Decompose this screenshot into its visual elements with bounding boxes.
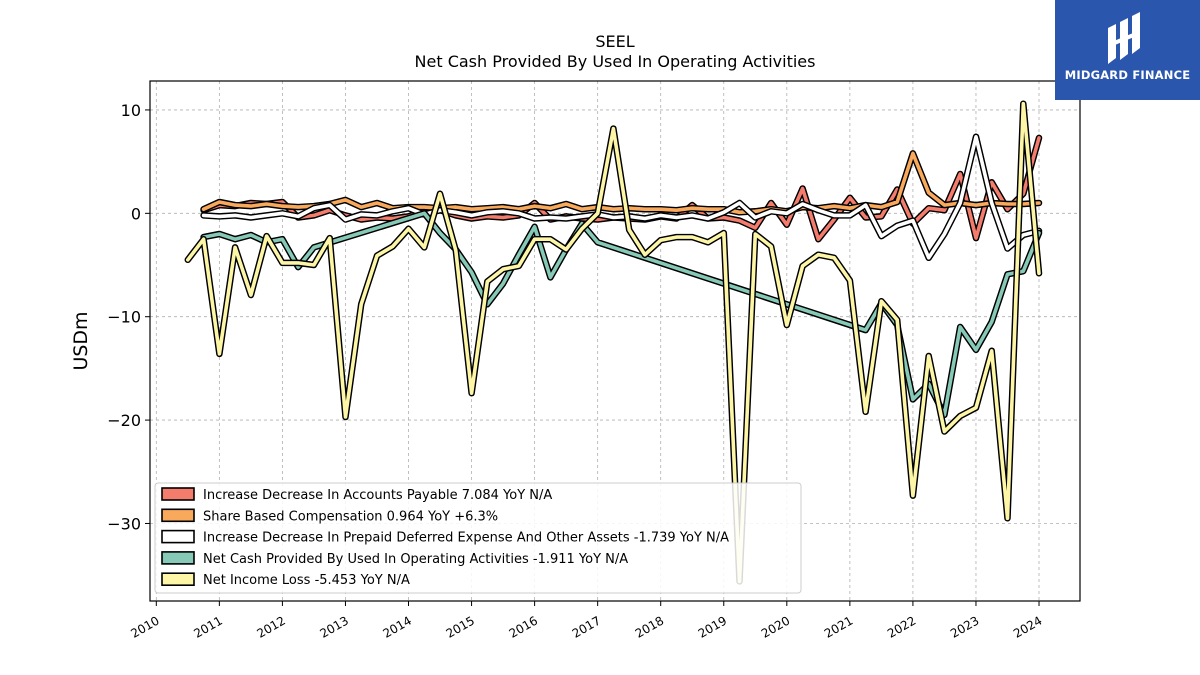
- legend-swatch: [161, 551, 195, 565]
- x-tick-label: 2020: [759, 613, 792, 640]
- series-line: [186, 101, 1041, 584]
- legend-entry: Net Income Loss -5.453 YoY N/A: [203, 573, 410, 588]
- series-2: [200, 133, 1043, 262]
- brand-name: MIDGARD FINANCE: [1064, 68, 1191, 82]
- x-tick-label: 2015: [444, 613, 477, 640]
- chart-subtitle: Net Cash Provided By Used In Operating A…: [415, 52, 816, 71]
- legend-swatch: [161, 572, 195, 587]
- legend-swatch: [161, 508, 195, 523]
- legend-box: [154, 482, 802, 594]
- y-tick-label: −30: [107, 514, 141, 533]
- x-tick-label: 2010: [128, 613, 161, 640]
- series-lines: [184, 100, 1043, 585]
- series-line: [201, 135, 1041, 260]
- x-tick-label: 2023: [948, 613, 981, 640]
- legend-entry: Increase Decrease In Prepaid Deferred Ex…: [203, 531, 729, 546]
- legend-swatch: [161, 529, 195, 544]
- legend: Increase Decrease In Accounts Payable 7.…: [154, 482, 802, 594]
- x-tick-label: 2014: [381, 613, 414, 640]
- legend-entry: Share Based Compensation 0.964 YoY +6.3%: [203, 509, 498, 524]
- series-line: [201, 151, 1041, 215]
- y-tick-label: 0: [131, 204, 141, 223]
- series-3: [200, 210, 1043, 419]
- legend-swatch: [161, 487, 195, 501]
- x-tick-label: 2012: [254, 613, 287, 640]
- brand-logo: MIDGARD FINANCE: [1055, 0, 1200, 100]
- y-axis: 10 0 −10 −20 −30: [107, 101, 150, 533]
- x-tick-label: 2022: [885, 613, 918, 640]
- x-tick-label: 2013: [318, 613, 351, 640]
- chart-title: SEEL: [595, 32, 634, 51]
- x-tick-label: 2017: [570, 613, 603, 640]
- series-1: [200, 150, 1043, 216]
- x-tick-label: 2019: [696, 613, 729, 640]
- x-tick-label: 2016: [507, 613, 540, 640]
- x-axis: 2010 2011 2012 2013 2014 2015 2016 2017 2018 2019…: [128, 601, 1045, 641]
- y-tick-label: 10: [121, 101, 141, 120]
- x-tick-label: 2021: [822, 613, 855, 640]
- plot-frame: [149, 80, 1081, 602]
- legend-entry: Increase Decrease In Accounts Payable 7.…: [203, 488, 552, 503]
- midgard-logo-icon: [1108, 12, 1140, 64]
- x-tick-label: 2011: [191, 613, 224, 640]
- y-tick-label: −10: [107, 308, 141, 327]
- legend-entry: Net Cash Provided By Used In Operating A…: [203, 552, 628, 567]
- y-tick-label: −20: [107, 411, 141, 430]
- x-tick-label: 2018: [633, 613, 666, 640]
- x-tick-label: 2024: [1011, 613, 1044, 640]
- y-axis-label: USDm: [70, 311, 92, 370]
- series-line: [201, 211, 1041, 417]
- series-4: [184, 100, 1043, 585]
